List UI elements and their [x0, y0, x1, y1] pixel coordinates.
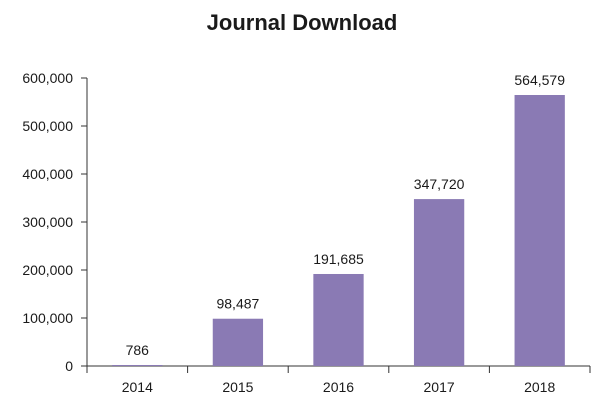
x-tick-label-2018: 2018 [524, 379, 555, 395]
bar-2014 [112, 365, 163, 366]
y-tick-label: 0 [65, 358, 73, 374]
y-tick-label: 200,000 [22, 262, 73, 278]
y-tick-label: 600,000 [22, 70, 73, 86]
y-tick-label: 500,000 [22, 118, 73, 134]
x-tick-label-2016: 2016 [323, 379, 354, 395]
x-tick-label-2015: 2015 [222, 379, 253, 395]
bar-2015 [212, 318, 264, 366]
data-labels: 786 98,487 191,685 347,720 564,579 [126, 72, 566, 358]
data-label-2015: 98,487 [216, 296, 259, 312]
bar-2016 [313, 273, 364, 366]
data-label-2017: 347,720 [414, 176, 465, 192]
y-tick-label: 100,000 [22, 310, 73, 326]
data-label-2014: 786 [126, 342, 150, 358]
y-axis: 0 100,000 200,000 300,000 400,000 500,000 600,… [22, 70, 88, 374]
x-tick-label-2017: 2017 [424, 379, 455, 395]
data-label-2016: 191,685 [313, 251, 364, 267]
y-tick-label: 400,000 [22, 166, 73, 182]
data-label-2018: 564,579 [514, 72, 565, 88]
x-tick-label-2014: 2014 [122, 379, 153, 395]
chart-title: Journal Download [207, 10, 398, 35]
bars [112, 95, 565, 367]
bar-2017 [413, 199, 465, 366]
bar-2018 [514, 95, 565, 367]
y-tick-label: 300,000 [22, 214, 73, 230]
x-axis: 2014 2015 2016 2017 2018 [86, 365, 591, 395]
